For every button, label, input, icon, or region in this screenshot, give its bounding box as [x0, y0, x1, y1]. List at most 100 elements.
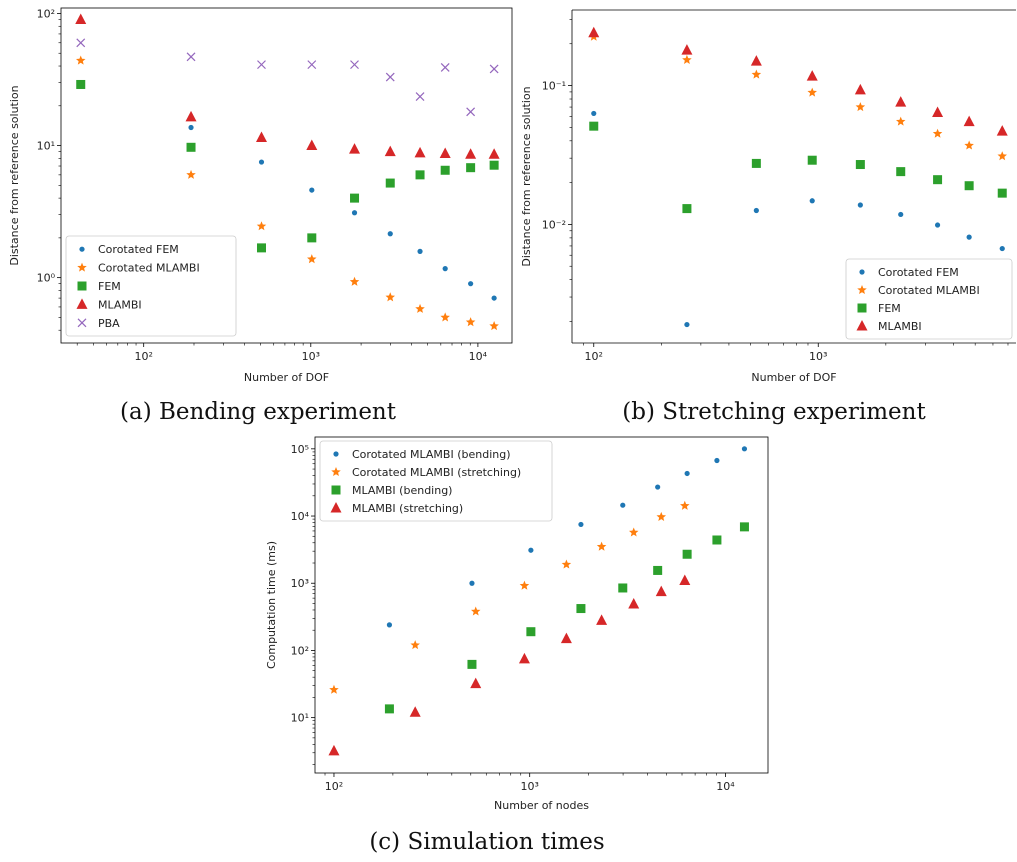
legend: Corotated FEM Corotated MLAMBI FEM MLAMBI PB…: [65, 235, 237, 337]
data-point: [489, 321, 499, 331]
data-point: [932, 106, 944, 117]
data-point: [560, 632, 572, 644]
data-point: [933, 175, 943, 185]
legend-marker: [857, 303, 867, 313]
data-point: [684, 470, 690, 477]
series-1: [75, 55, 499, 331]
data-point: [307, 254, 317, 264]
data-point: [465, 317, 476, 327]
data-point: [410, 640, 420, 650]
legend: Corotated MLAMBI (bending) Corotated MLAM…: [319, 440, 553, 522]
data-point: [468, 281, 474, 287]
x-axis-label: Number of nodes: [494, 799, 589, 812]
y-tick-label: 10²: [291, 644, 309, 657]
data-point: [895, 96, 907, 107]
x-axis-label: Number of DOF: [751, 371, 836, 384]
data-point: [309, 187, 315, 193]
data-point: [963, 115, 975, 127]
data-point: [186, 142, 196, 152]
data-point: [350, 60, 359, 70]
x-tick-label: 10²: [134, 350, 152, 363]
data-point: [895, 116, 906, 126]
data-point: [741, 446, 748, 452]
data-point: [653, 565, 663, 575]
data-point: [806, 70, 818, 81]
data-point: [576, 604, 586, 614]
x-tick-label: 10³: [520, 780, 538, 793]
data-point: [807, 87, 817, 97]
data-point: [807, 155, 817, 165]
data-point: [996, 125, 1008, 136]
data-point: [185, 110, 197, 122]
data-point: [75, 55, 86, 65]
data-point: [488, 148, 500, 159]
data-point: [997, 151, 1007, 161]
data-point: [328, 744, 340, 756]
x-tick-label: 10⁴: [716, 780, 735, 793]
data-point: [76, 79, 86, 89]
legend-entry: MLAMBI: [98, 298, 142, 311]
data-point: [385, 178, 395, 188]
data-point: [682, 549, 692, 559]
series-0: [386, 446, 748, 628]
data-point: [415, 170, 425, 180]
data-point: [751, 69, 762, 79]
data-point: [467, 659, 477, 669]
data-point: [415, 92, 425, 101]
minor-ticks: [312, 451, 717, 776]
x-tick-label: 10³: [302, 350, 320, 363]
data-point: [349, 143, 361, 154]
data-point: [526, 627, 536, 637]
data-point: [440, 63, 450, 72]
y-tick-label: 10³: [291, 577, 309, 590]
legend-marker: [330, 502, 342, 513]
y-tick-label: 10⁻¹: [542, 80, 566, 93]
legend-entry: FEM: [878, 302, 901, 315]
data-point: [966, 234, 972, 240]
y-tick-label: 10²: [37, 7, 55, 20]
legend-marker: [77, 262, 87, 272]
figure-caption: (b) Stretching experiment: [622, 399, 926, 425]
legend: Corotated FEM Corotated MLAMBI FEM MLAMBI: [845, 258, 1013, 340]
data-point: [855, 102, 866, 112]
data-point: [307, 233, 317, 243]
data-point: [628, 527, 639, 537]
minor-ticks: [569, 18, 1009, 346]
data-point: [466, 107, 476, 117]
data-point: [588, 26, 600, 38]
legend-marker: [857, 285, 867, 295]
chart-panel-2: 10² 10³ 10⁴ 10¹ 10² 10³ 10⁴ 10⁵ Number of nodes C…: [265, 436, 769, 855]
data-point: [855, 160, 865, 170]
data-point: [439, 147, 451, 159]
data-point: [75, 13, 87, 25]
data-point: [469, 580, 475, 586]
x-tick-label: 10²: [585, 350, 603, 363]
data-point: [682, 204, 692, 214]
figure-caption: (c) Simulation times: [369, 829, 604, 855]
legend-marker: [331, 485, 341, 495]
data-point: [255, 131, 267, 143]
y-tick-label: 10⁵: [291, 443, 309, 456]
data-point: [351, 210, 358, 216]
legend-entry: MLAMBI: [878, 320, 922, 333]
legend-entry: FEM: [98, 280, 121, 293]
legend-entry: MLAMBI (stretching): [352, 502, 463, 515]
data-point: [387, 231, 393, 237]
data-point: [470, 677, 482, 689]
data-point: [414, 146, 426, 158]
figure-caption: (a) Bending experiment: [120, 399, 397, 425]
x-axis-label: Number of DOF: [244, 371, 329, 384]
minor-ticks: [58, 19, 471, 346]
data-point: [591, 110, 597, 117]
data-point: [596, 614, 608, 625]
data-point: [898, 211, 904, 218]
data-point: [329, 684, 339, 694]
x-tick-label: 10⁴: [469, 350, 488, 363]
data-point: [809, 198, 815, 204]
data-point: [257, 60, 266, 70]
legend-entry: Corotated MLAMBI (bending): [352, 448, 511, 461]
data-point: [655, 585, 667, 597]
data-point: [465, 148, 477, 159]
legend-entry: Corotated FEM: [878, 266, 959, 279]
data-point: [934, 222, 941, 228]
